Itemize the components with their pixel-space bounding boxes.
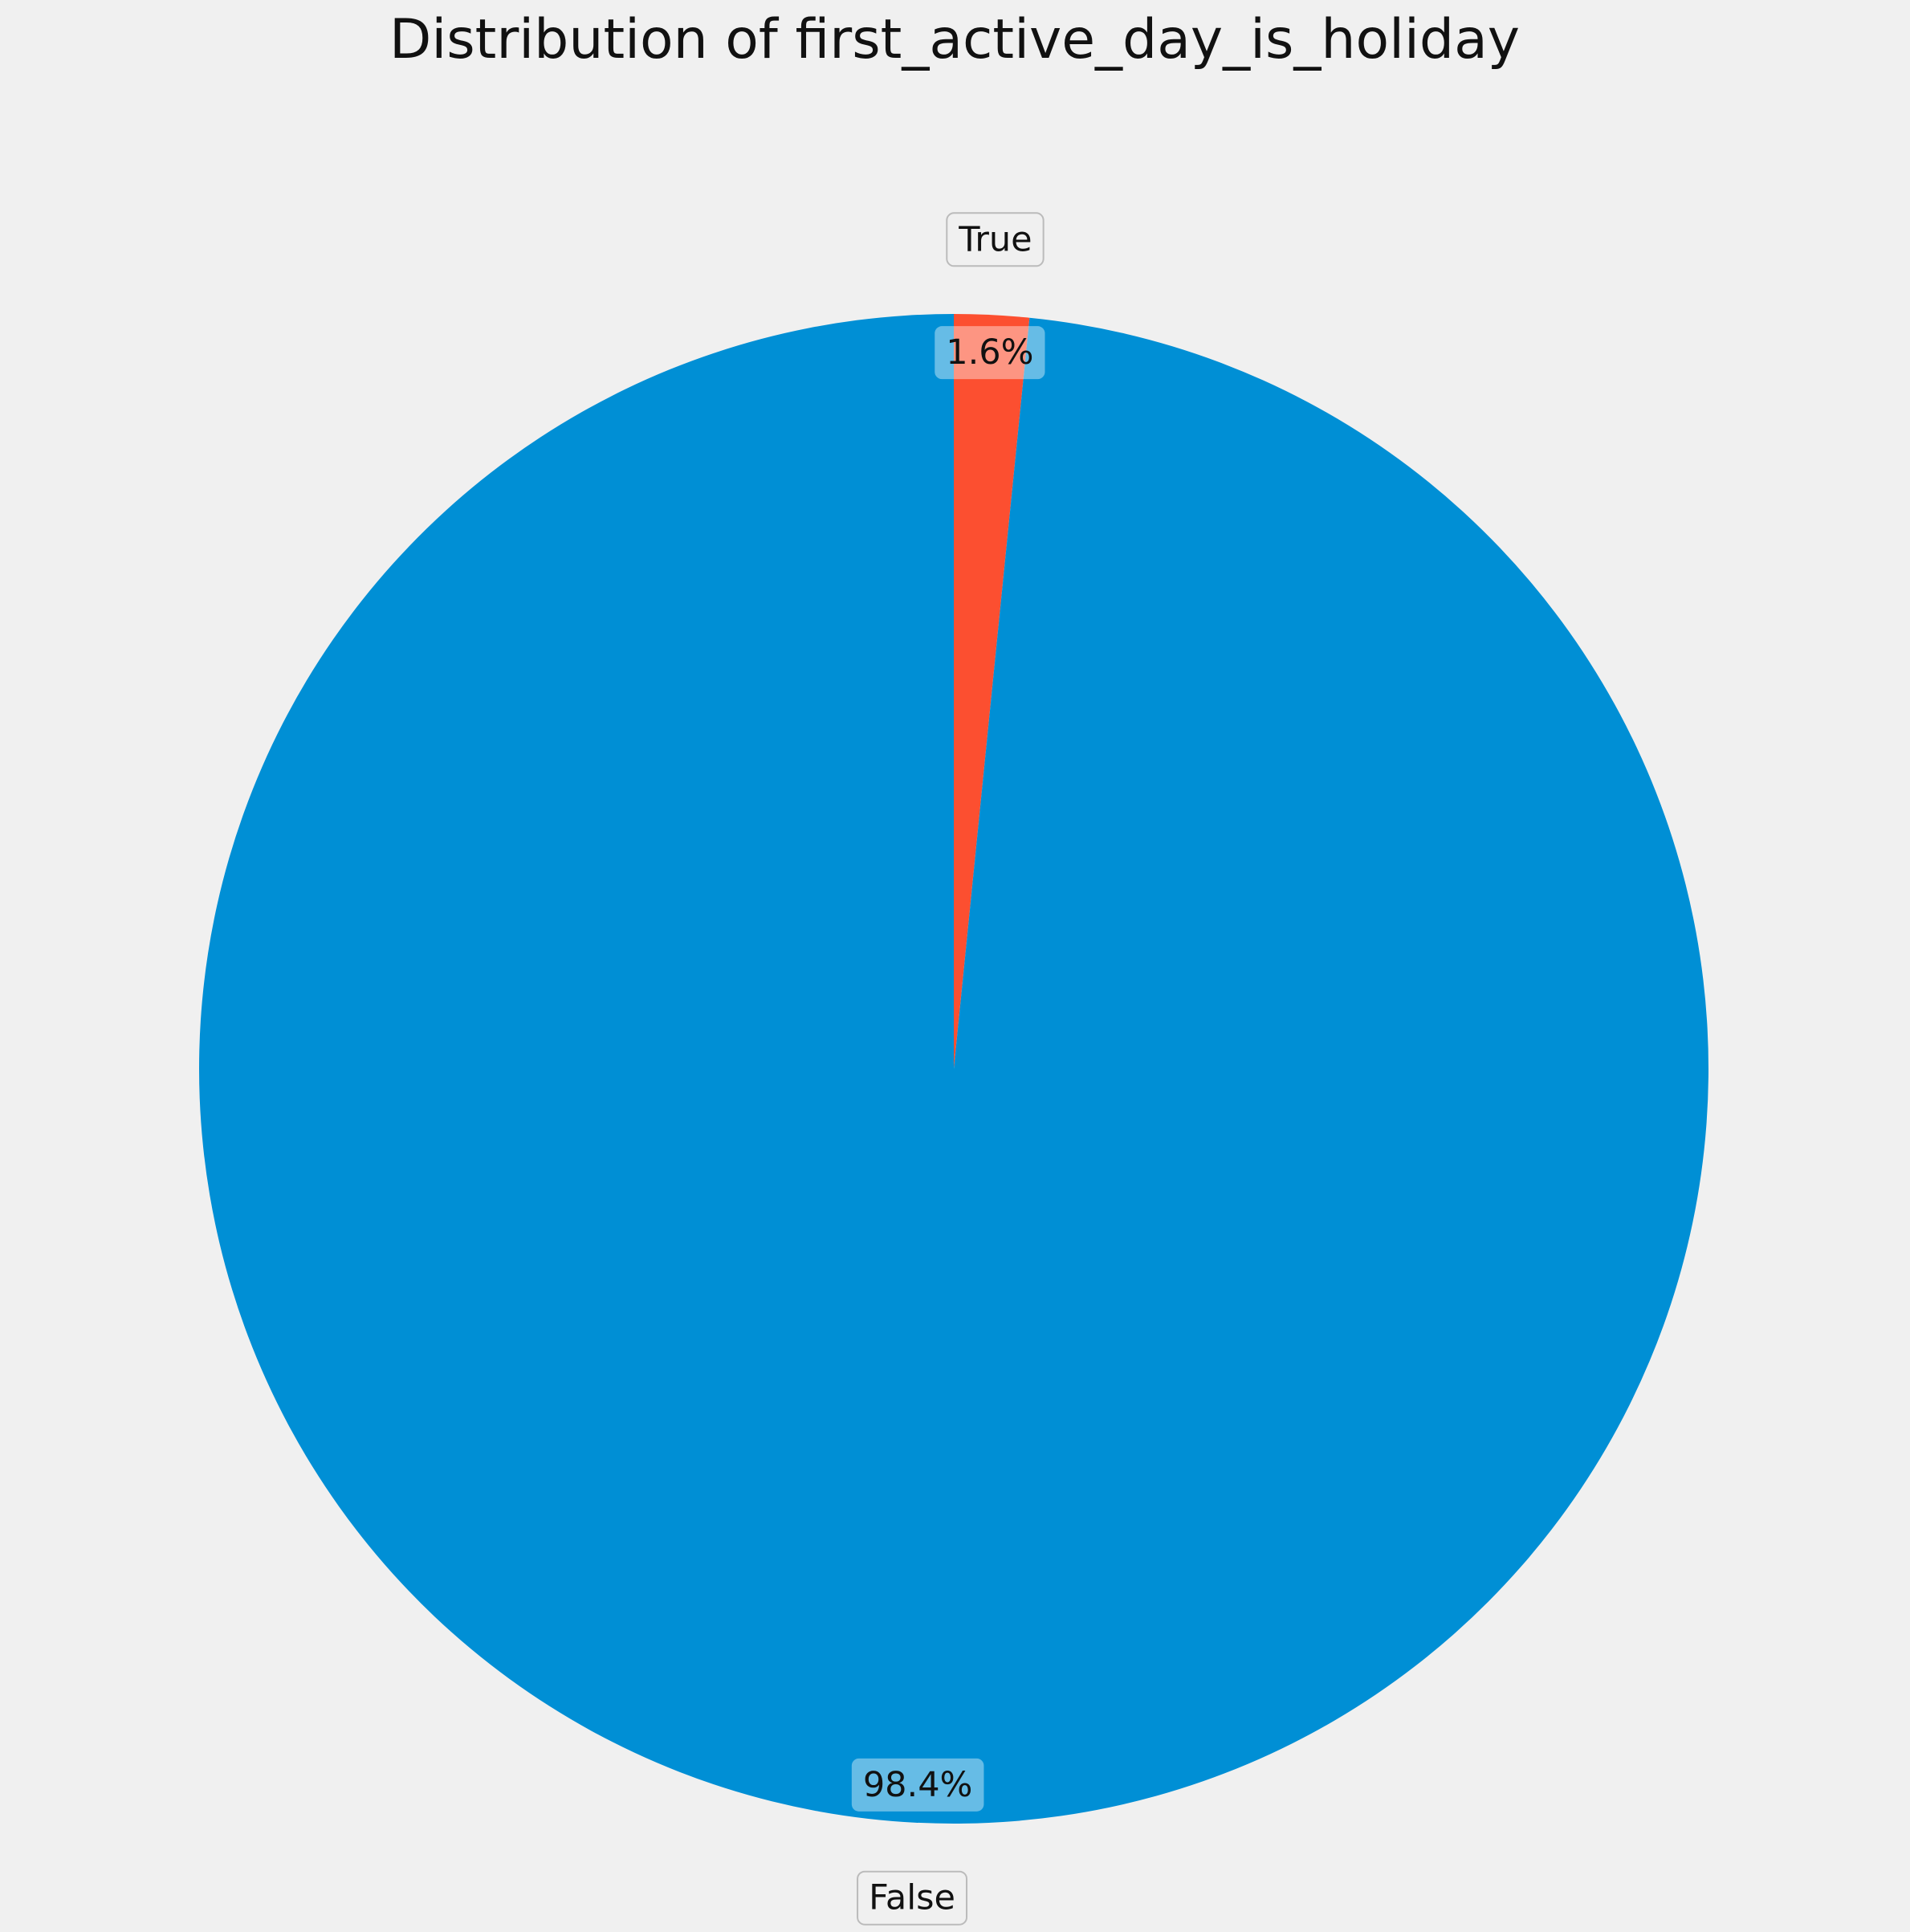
pie-labels: True 1.6% False 98.4% bbox=[851, 212, 1045, 1926]
slice-label-false-group: False bbox=[857, 1870, 968, 1926]
pie-slices bbox=[199, 314, 1709, 1824]
pct-label-false-group: 98.4% bbox=[851, 1758, 984, 1812]
pct-label-false-box bbox=[851, 1758, 984, 1812]
pct-label-false: 98.4% bbox=[863, 1765, 973, 1805]
slice-label-true-box bbox=[946, 212, 1045, 267]
pct-label-true: 1.6% bbox=[946, 332, 1033, 373]
chart-title: Distribution of first_active_day_is_holi… bbox=[389, 8, 1520, 71]
pct-label-true-group: 1.6% bbox=[935, 326, 1045, 380]
pct-label-true-box bbox=[935, 326, 1045, 380]
pie-slice-false bbox=[199, 314, 1709, 1824]
pie-slice-true bbox=[954, 314, 1030, 1069]
slice-label-false: False bbox=[869, 1878, 955, 1918]
slice-label-true-group: True bbox=[946, 212, 1045, 267]
slice-label-false-box bbox=[857, 1870, 968, 1926]
slice-label-true: True bbox=[958, 219, 1032, 259]
